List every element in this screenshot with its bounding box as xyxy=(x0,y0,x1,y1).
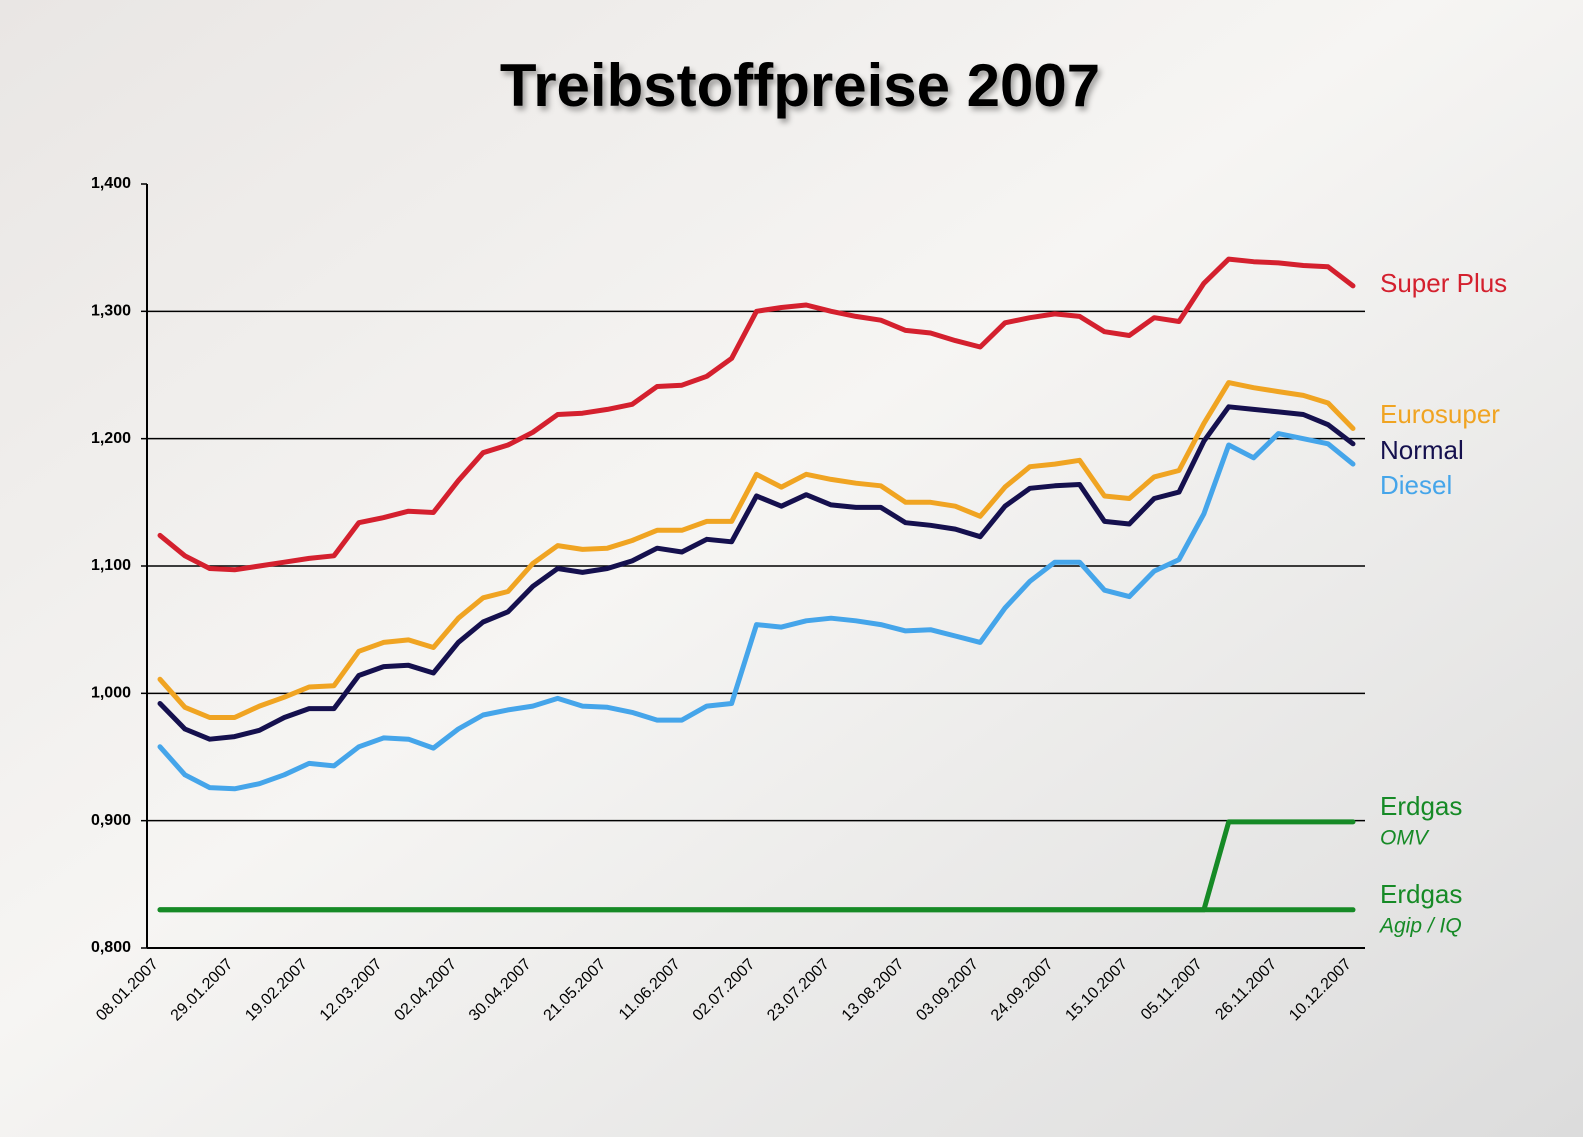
series-line xyxy=(157,256,1356,573)
series-line xyxy=(157,380,1356,720)
y-tick-label: 1,200 xyxy=(91,430,131,447)
legend-label: Eurosuper xyxy=(1380,399,1500,429)
series-line xyxy=(157,431,1356,792)
chart-title: Treibstoffpreise 2007 xyxy=(500,52,1100,119)
legend-label: Normal xyxy=(1380,435,1464,465)
legend-label: Super Plus xyxy=(1380,268,1507,298)
y-tick-label: 1,000 xyxy=(91,685,131,702)
legend-sublabel: Agip / IQ xyxy=(1378,915,1462,938)
y-tick-label: 0,900 xyxy=(91,812,131,829)
y-tick-label: 0,800 xyxy=(91,939,131,956)
legend-label: Erdgas xyxy=(1380,879,1462,909)
legend-label: Diesel xyxy=(1380,470,1452,500)
y-tick-label: 1,100 xyxy=(91,557,131,574)
series-line xyxy=(157,404,1356,742)
series-line xyxy=(157,819,1356,913)
legend-label: Erdgas xyxy=(1380,791,1462,821)
legend-sublabel: OMV xyxy=(1380,827,1430,850)
y-tick-label: 1,300 xyxy=(91,303,131,320)
y-tick-label: 1,400 xyxy=(91,175,131,192)
